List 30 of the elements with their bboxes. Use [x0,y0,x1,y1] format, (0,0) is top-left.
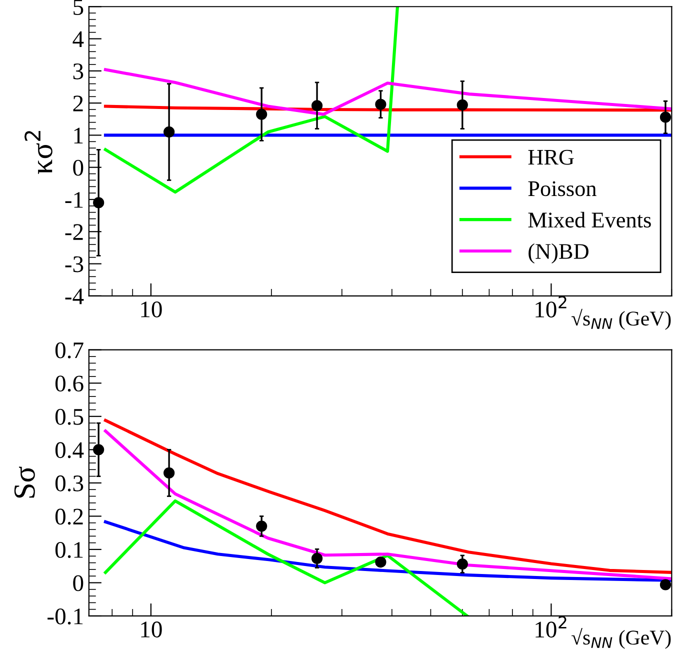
legend-label: (N)BD [528,243,588,264]
y-tick-label: 0.4 [55,442,84,458]
x-tick-label: 10 [141,622,162,638]
y-tick-label: 0.7 [55,342,84,358]
y-tick-label: 2 [73,96,83,112]
y-tick-label: 3 [73,63,84,80]
x-tick-label: 10$^{2}$ [536,296,566,318]
y-axis-title: κσ$^{2}$ [24,131,52,174]
y-tick-label: 1 [74,128,83,144]
y-tick-label: -3 [65,256,84,272]
y-axis-title: Sσ [14,466,35,498]
y-tick-label: 0.3 [55,475,84,492]
y-tick-label: 0 [73,575,84,592]
legend-label: Mixed Events [528,212,651,228]
y-tick-label: -4 [65,288,84,304]
y-tick-label: 0.1 [55,542,83,558]
y-tick-label: 0.6 [55,376,84,392]
x-axis-title: √s$_{NN}$ (GeV) [572,308,671,330]
y-tick-label: -2 [65,224,83,240]
x-tick-label: 10 [141,301,162,318]
y-tick-label: 4 [72,31,84,47]
y-tick-label: 0.2 [55,508,83,525]
y-tick-label: -0.1 [48,608,83,625]
legend-label: HRG [528,150,574,165]
y-tick-label: 0.5 [55,408,84,425]
x-axis-title: √s$_{NN}$ (GeV) [572,628,671,649]
x-tick-label: 10$^{2}$ [536,616,566,638]
y-tick-label: 0 [73,160,84,176]
y-tick-label: -1 [65,192,83,208]
legend-label: Poisson [528,181,596,196]
